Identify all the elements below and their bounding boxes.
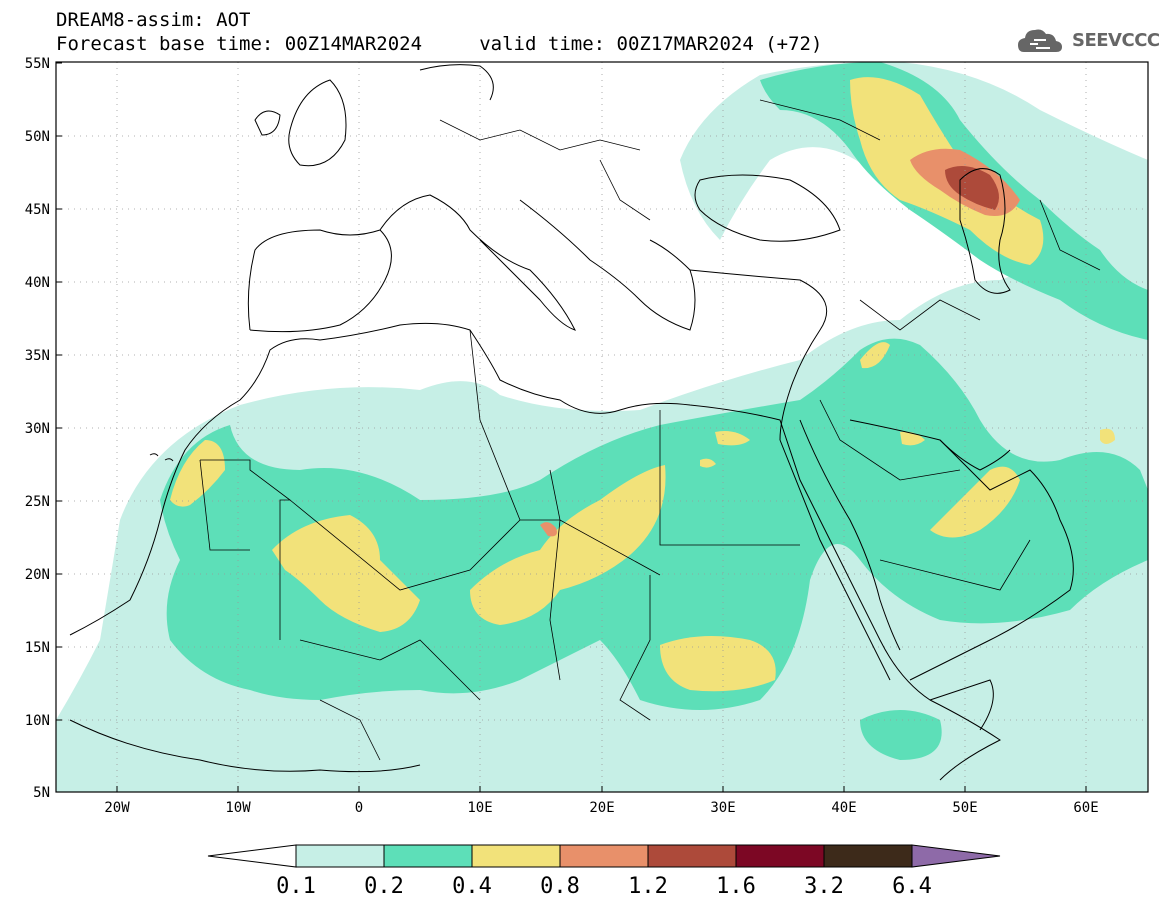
colorbar-segment — [735, 844, 825, 868]
colorbar: 0.1 0.2 0.4 0.8 1.2 1.6 3.2 6.4 — [207, 844, 1001, 899]
logo-text: SEEVCCC — [1072, 30, 1160, 51]
colorbar-over-triangle — [911, 844, 1001, 868]
colorbar-label: 0.1 — [276, 874, 316, 899]
colorbar-segment — [647, 844, 737, 868]
lat-label: 50N — [25, 129, 50, 145]
lat-label: 35N — [25, 348, 50, 364]
lat-label: 45N — [25, 202, 50, 218]
lon-label: 50E — [952, 800, 977, 816]
colorbar-segment — [823, 844, 913, 868]
colorbar-label: 0.8 — [540, 874, 580, 899]
colorbar-segment — [295, 844, 385, 868]
colorbar-label: 1.6 — [716, 874, 756, 899]
lat-label: 5N — [33, 785, 50, 801]
lon-label: 60E — [1073, 800, 1098, 816]
lat-label: 30N — [25, 421, 50, 437]
lat-label: 10N — [25, 713, 50, 729]
lon-label: 30E — [710, 800, 735, 816]
lon-label: 0 — [355, 800, 363, 816]
colorbar-segment — [559, 844, 649, 868]
coastlines — [69, 64, 1074, 781]
lat-label: 40N — [25, 275, 50, 291]
lon-label: 20W — [104, 800, 130, 816]
lat-label: 25N — [25, 494, 50, 510]
lon-label: 40E — [831, 800, 856, 816]
lat-label: 20N — [25, 567, 50, 583]
lon-label: 20E — [589, 800, 614, 816]
colorbar-label: 1.2 — [628, 874, 668, 899]
lon-label: 10W — [225, 800, 251, 816]
colorbar-label: 0.2 — [364, 874, 404, 899]
colorbar-label: 6.4 — [892, 874, 932, 899]
colorbar-label: 3.2 — [804, 874, 844, 899]
lat-label: 55N — [25, 56, 50, 72]
colorbar-segment — [471, 844, 561, 868]
cloud-icon — [1018, 29, 1062, 52]
country-borders — [199, 99, 1101, 761]
aot-field — [56, 62, 1148, 792]
lat-label: 15N — [25, 640, 50, 656]
grid-lines — [56, 62, 1148, 792]
lon-label: 10E — [467, 800, 492, 816]
chart-title: DREAM8-assim: AOT — [56, 9, 251, 31]
forecast-time-line: Forecast base time: 00Z14MAR2024 valid t… — [56, 33, 823, 55]
colorbar-label: 0.4 — [452, 874, 492, 899]
colorbar-segment — [383, 844, 473, 868]
colorbar-under-triangle — [207, 844, 297, 868]
